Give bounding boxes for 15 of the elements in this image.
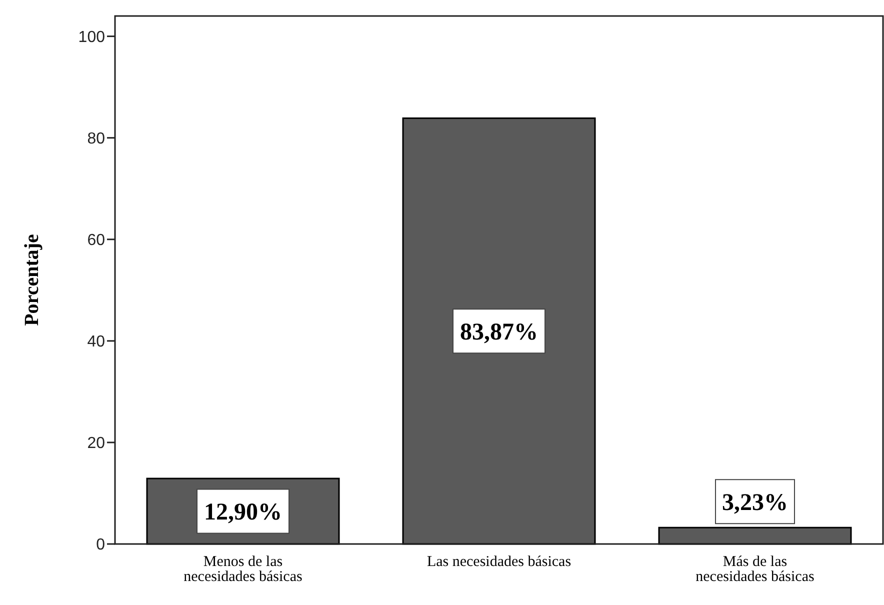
data-label: 12,90%: [204, 500, 282, 526]
data-label: 3,23%: [722, 490, 788, 516]
y-tick-label: 40: [87, 334, 106, 351]
y-axis-title: Porcentaje: [21, 234, 43, 326]
data-label: 83,87%: [460, 320, 538, 346]
y-tick-label: 0: [96, 536, 106, 554]
x-tick-label: Menos de las necesidades básicas: [184, 554, 303, 585]
y-tick-label: 20: [87, 435, 106, 452]
y-tick-label: 60: [87, 232, 106, 249]
bar: [658, 526, 852, 545]
y-tick-label: 100: [78, 28, 106, 46]
x-tick-label: Más de las necesidades básicas: [696, 554, 815, 585]
bar: [402, 117, 596, 545]
x-tick-label: Las necesidades básicas: [426, 554, 572, 570]
y-tick-label: 80: [87, 130, 106, 148]
